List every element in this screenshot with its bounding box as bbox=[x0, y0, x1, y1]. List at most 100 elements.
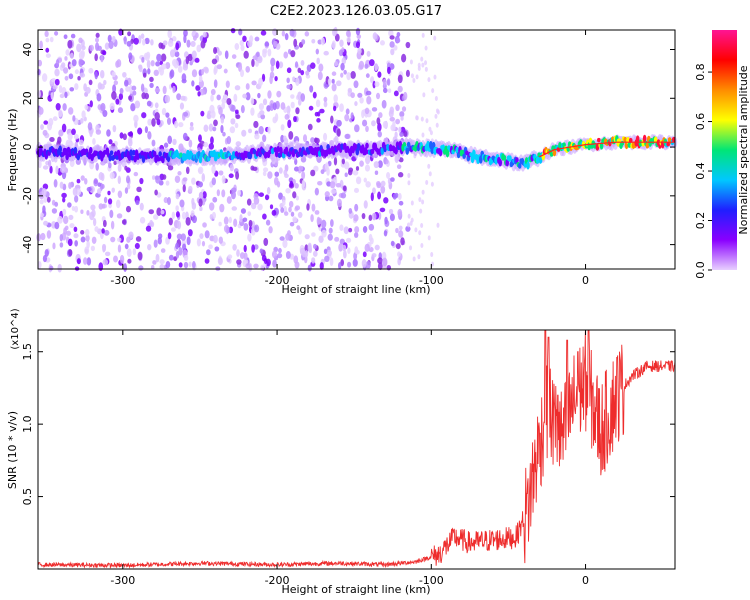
noise-dot bbox=[327, 233, 333, 241]
noise-dot bbox=[382, 78, 387, 86]
noise-dot bbox=[354, 101, 358, 107]
noise-dot bbox=[394, 131, 398, 139]
noise-dot bbox=[335, 168, 340, 175]
noise-dot bbox=[199, 206, 203, 212]
noise-dot bbox=[107, 34, 112, 43]
noise-dot bbox=[47, 159, 52, 168]
noise-dot bbox=[342, 185, 347, 192]
noise-dot bbox=[80, 209, 84, 214]
noise-dot bbox=[220, 116, 225, 124]
noise-dot bbox=[84, 177, 88, 185]
noise-dot bbox=[262, 134, 267, 143]
noise-dot bbox=[273, 40, 278, 48]
noise-dot bbox=[174, 120, 179, 129]
noise-dot bbox=[145, 225, 152, 232]
noise-dot bbox=[162, 40, 168, 46]
noise-dot bbox=[43, 220, 49, 226]
noise-dot bbox=[409, 59, 413, 65]
noise-dot bbox=[323, 96, 328, 103]
noise-dot bbox=[112, 124, 117, 133]
noise-dot bbox=[65, 230, 71, 236]
noise-dot bbox=[200, 68, 205, 76]
noise-dot bbox=[110, 236, 116, 243]
noise-dot bbox=[45, 37, 50, 43]
noise-dot bbox=[393, 90, 399, 97]
noise-dot bbox=[104, 251, 111, 257]
noise-dot bbox=[286, 84, 292, 90]
noise-dot bbox=[365, 181, 371, 188]
noise-dot bbox=[306, 203, 310, 211]
noise-dot bbox=[238, 63, 243, 72]
noise-dot bbox=[377, 71, 382, 78]
noise-dot bbox=[154, 102, 159, 109]
noise-dot bbox=[117, 107, 124, 114]
noise-dot bbox=[274, 113, 279, 122]
band-core-point bbox=[549, 152, 554, 157]
noise-dot bbox=[160, 63, 167, 70]
noise-dot bbox=[392, 120, 396, 130]
noise-dot bbox=[401, 53, 407, 63]
noise-dot bbox=[394, 155, 399, 164]
noise-dot bbox=[396, 31, 401, 38]
noise-dot bbox=[80, 236, 86, 243]
noise-dot bbox=[275, 60, 280, 69]
noise-dot bbox=[326, 249, 332, 257]
noise-dot bbox=[49, 165, 53, 174]
noise-dot bbox=[178, 247, 183, 256]
noise-dot bbox=[128, 231, 134, 239]
noise-dot bbox=[400, 115, 404, 121]
noise-dot bbox=[364, 243, 370, 252]
noise-dot bbox=[353, 187, 360, 194]
noise-dot bbox=[107, 198, 113, 205]
band-core-point bbox=[470, 155, 475, 164]
noise-dot bbox=[310, 137, 315, 144]
noise-dot bbox=[304, 250, 309, 258]
noise-dot bbox=[276, 90, 282, 98]
noise-dot bbox=[294, 183, 299, 189]
noise-dot bbox=[323, 132, 328, 141]
noise-dot bbox=[76, 43, 82, 53]
noise-dot bbox=[76, 178, 81, 184]
noise-dot bbox=[242, 93, 248, 99]
noise-dot bbox=[236, 249, 240, 257]
noise-dot bbox=[64, 75, 69, 81]
noise-dot bbox=[196, 44, 202, 53]
noise-dot bbox=[102, 50, 107, 56]
noise-dot bbox=[217, 257, 223, 266]
noise-dot bbox=[37, 261, 42, 269]
noise-dot bbox=[362, 119, 368, 127]
noise-dot bbox=[208, 202, 215, 211]
noise-dot bbox=[380, 40, 385, 46]
colorbar-tick-label: 0.8 bbox=[694, 63, 707, 81]
noise-dot bbox=[191, 80, 195, 87]
band-core-point bbox=[438, 148, 443, 157]
noise-dot bbox=[78, 37, 83, 44]
noise-dot bbox=[292, 76, 296, 83]
noise-dot bbox=[265, 219, 271, 226]
noise-dot bbox=[46, 196, 51, 203]
noise-dot bbox=[314, 187, 319, 196]
noise-dot bbox=[158, 42, 163, 49]
noise-dot bbox=[236, 259, 242, 265]
noise-dot bbox=[115, 60, 120, 68]
colorbar-label: Normalized spectral amplitude bbox=[737, 65, 750, 234]
noise-dot bbox=[272, 259, 277, 268]
noise-dot bbox=[377, 257, 383, 265]
colorbar-tick-label: 0.2 bbox=[694, 212, 707, 230]
noise-dot bbox=[353, 232, 359, 238]
noise-dot bbox=[200, 110, 205, 117]
noise-dot bbox=[288, 200, 294, 208]
noise-dot bbox=[156, 192, 162, 198]
noise-dot bbox=[344, 113, 350, 122]
noise-dot bbox=[54, 31, 59, 36]
snr-y-tick-label: 1.0 bbox=[21, 415, 34, 433]
noise-dot bbox=[354, 124, 360, 133]
noise-dot bbox=[354, 203, 359, 212]
noise-dot bbox=[207, 110, 211, 116]
noise-dot bbox=[266, 186, 271, 195]
noise-dot bbox=[97, 188, 102, 195]
noise-dot bbox=[42, 129, 48, 136]
noise-dot bbox=[44, 249, 49, 257]
noise-dot bbox=[141, 112, 147, 119]
noise-dot bbox=[149, 82, 154, 89]
